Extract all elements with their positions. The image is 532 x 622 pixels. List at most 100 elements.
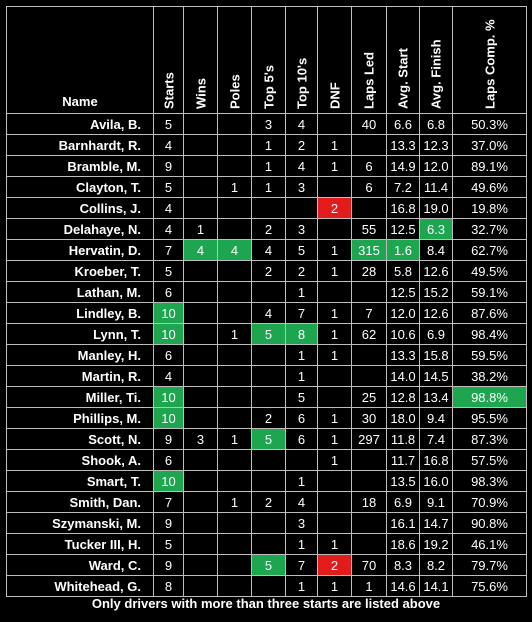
cell-name: Lindley, B.: [6, 302, 154, 324]
cell-laps-led: 1: [351, 575, 387, 597]
cell-avg-finish: 12.6: [419, 260, 453, 282]
table-row: Lynn, T. 10 1 5 8 1 62 10.6 6.9 98.4%: [6, 323, 527, 345]
cell-avg-finish: 13.4: [419, 386, 453, 408]
cell-top5: 4: [251, 302, 286, 324]
cell-top5: [251, 533, 286, 555]
cell-dnf: 1: [317, 428, 352, 450]
cell-top10: 3: [285, 176, 318, 198]
cell-starts: 6: [153, 281, 184, 303]
cell-top10: 8: [285, 323, 318, 345]
cell-top10: 7: [285, 302, 318, 324]
cell-name: Shook, A.: [6, 449, 154, 471]
cell-laps-led: 18: [351, 491, 387, 513]
cell-top5: [251, 197, 286, 219]
cell-avg-start: 12.0: [386, 302, 420, 324]
col-header-starts: Starts: [153, 6, 184, 114]
cell-name: Delahaye, N.: [6, 218, 154, 240]
cell-poles: 1: [217, 176, 252, 198]
cell-top10: 4: [285, 491, 318, 513]
table-row: Phillips, M. 10 2 6 1 30 18.0 9.4 95.5%: [6, 407, 527, 429]
cell-starts: 5: [153, 113, 184, 135]
cell-name: Hervatin, D.: [6, 239, 154, 261]
cell-name: Bramble, M.: [6, 155, 154, 177]
cell-laps-comp: 90.8%: [452, 512, 527, 534]
cell-top5: [251, 512, 286, 534]
cell-dnf: [317, 365, 352, 387]
cell-poles: [217, 407, 252, 429]
cell-top10: 4: [285, 113, 318, 135]
cell-name: Miller, Ti.: [6, 386, 154, 408]
cell-dnf: 1: [317, 449, 352, 471]
cell-starts: 9: [153, 512, 184, 534]
cell-name: Martin, R.: [6, 365, 154, 387]
cell-dnf: 1: [317, 407, 352, 429]
cell-avg-finish: 7.4: [419, 428, 453, 450]
cell-top5: [251, 281, 286, 303]
col-header-poles: Poles: [217, 6, 252, 114]
cell-poles: [217, 344, 252, 366]
cell-poles: 1: [217, 428, 252, 450]
cell-dnf: [317, 512, 352, 534]
cell-starts: 7: [153, 491, 184, 513]
cell-dnf: [317, 470, 352, 492]
cell-avg-finish: 14.1: [419, 575, 453, 597]
cell-laps-led: 40: [351, 113, 387, 135]
cell-starts: 10: [153, 302, 184, 324]
cell-poles: [217, 113, 252, 135]
cell-avg-finish: 6.3: [419, 218, 453, 240]
cell-wins: [183, 134, 218, 156]
cell-dnf: [317, 281, 352, 303]
cell-wins: 1: [183, 218, 218, 240]
cell-dnf: 2: [317, 197, 352, 219]
cell-laps-led: [351, 344, 387, 366]
cell-wins: [183, 554, 218, 576]
col-header-wins: Wins: [183, 6, 218, 114]
cell-laps-led: 297: [351, 428, 387, 450]
cell-name: Whitehead, G.: [6, 575, 154, 597]
cell-avg-start: 18.0: [386, 407, 420, 429]
cell-poles: [217, 449, 252, 471]
cell-name: Avila, B.: [6, 113, 154, 135]
cell-top5: 5: [251, 323, 286, 345]
cell-starts: 10: [153, 470, 184, 492]
cell-avg-start: 5.8: [386, 260, 420, 282]
cell-poles: [217, 512, 252, 534]
cell-poles: [217, 365, 252, 387]
cell-top5: [251, 449, 286, 471]
cell-poles: [217, 281, 252, 303]
cell-avg-finish: 6.9: [419, 323, 453, 345]
cell-poles: [217, 533, 252, 555]
cell-laps-comp: 62.7%: [452, 239, 527, 261]
table-row: Hervatin, D. 7 4 4 4 5 1 315 1.6 8.4 62.7%: [6, 239, 527, 261]
cell-laps-led: [351, 470, 387, 492]
table-row: Avila, B. 5 3 4 40 6.6 6.8 50.3%: [6, 113, 527, 135]
table-row: Bramble, M. 9 1 4 1 6 14.9 12.0 89.1%: [6, 155, 527, 177]
cell-top10: [285, 449, 318, 471]
cell-laps-comp: 70.9%: [452, 491, 527, 513]
cell-avg-finish: 12.6: [419, 302, 453, 324]
cell-dnf: 1: [317, 323, 352, 345]
cell-top10: 6: [285, 428, 318, 450]
table-row: Smith, Dan. 7 1 2 4 18 6.9 9.1 70.9%: [6, 491, 527, 513]
cell-name: Manley, H.: [6, 344, 154, 366]
cell-laps-comp: 89.1%: [452, 155, 527, 177]
cell-avg-start: 12.5: [386, 281, 420, 303]
cell-laps-comp: 87.6%: [452, 302, 527, 324]
cell-name: Phillips, M.: [6, 407, 154, 429]
cell-avg-start: 14.9: [386, 155, 420, 177]
cell-wins: [183, 155, 218, 177]
cell-starts: 4: [153, 197, 184, 219]
table-row: Scott, N. 9 3 1 5 6 1 297 11.8 7.4 87.3%: [6, 428, 527, 450]
cell-name: Scott, N.: [6, 428, 154, 450]
cell-top5: [251, 365, 286, 387]
cell-avg-start: 13.3: [386, 344, 420, 366]
cell-laps-led: 28: [351, 260, 387, 282]
cell-wins: [183, 302, 218, 324]
cell-laps-led: 6: [351, 176, 387, 198]
cell-laps-comp: 46.1%: [452, 533, 527, 555]
cell-top5: [251, 575, 286, 597]
cell-dnf: 1: [317, 533, 352, 555]
cell-poles: 4: [217, 239, 252, 261]
cell-top10: 2: [285, 134, 318, 156]
cell-starts: 6: [153, 449, 184, 471]
